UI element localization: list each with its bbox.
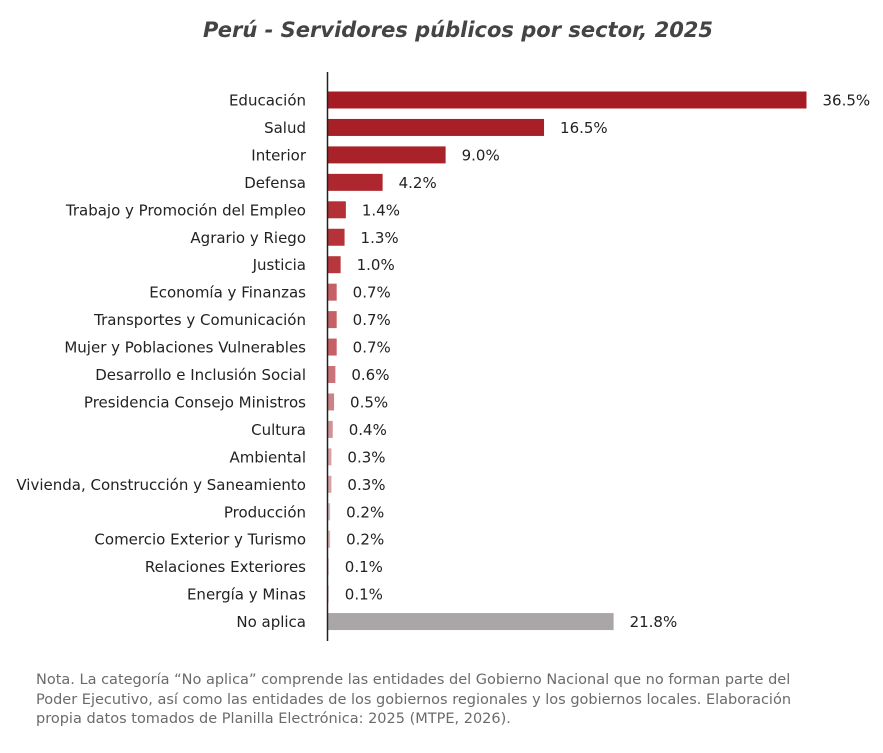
value-labels: 36.5% 16.5% 9.0% 4.2% 1.4% 1.3% 1.0% 0.7% 0.7% 0.…: [345, 92, 870, 632]
category-label: Cultura: [251, 421, 306, 439]
category-label: Trabajo y Promoción del Empleo: [65, 201, 306, 219]
bars-group: [327, 91, 807, 631]
value-label: 16.5%: [560, 119, 608, 137]
category-label: Presidencia Consejo Ministros: [84, 393, 306, 411]
chart-title: Perú - Servidores públicos por sector, 2…: [202, 18, 714, 42]
category-label: Interior: [251, 146, 307, 164]
category-label: Ambiental: [229, 448, 306, 466]
value-label: 0.6%: [351, 366, 389, 384]
value-label: 9.0%: [462, 146, 500, 164]
category-label: Mujer y Poblaciones Vulnerables: [64, 339, 306, 357]
bar: [327, 530, 331, 548]
bar: [327, 311, 337, 329]
category-label: Economía y Finanzas: [149, 284, 306, 302]
bar: [327, 146, 446, 164]
value-label: 0.1%: [345, 586, 383, 604]
bar: [327, 173, 383, 191]
category-label: No aplica: [236, 613, 306, 631]
category-label: Energía y Minas: [187, 586, 306, 604]
category-label: Agrario y Riego: [190, 229, 306, 247]
category-label: Defensa: [244, 174, 306, 192]
value-label: 1.0%: [357, 256, 395, 274]
value-label: 21.8%: [630, 613, 678, 631]
chart-note: Nota. La categoría “No aplica” comprende…: [36, 672, 792, 727]
value-label: 1.3%: [361, 229, 399, 247]
category-labels: Educación Salud Interior Defensa Trabajo y P…: [16, 92, 306, 632]
bar: [327, 503, 331, 521]
value-label: 0.7%: [353, 311, 391, 329]
value-label: 0.5%: [350, 393, 388, 411]
bar: [327, 283, 337, 301]
bar: [327, 91, 807, 109]
bar: [327, 393, 335, 411]
value-label: 0.7%: [353, 339, 391, 357]
value-label: 0.2%: [346, 531, 384, 549]
bar: [327, 475, 332, 493]
category-label: Justicia: [252, 256, 306, 274]
category-label: Comercio Exterior y Turismo: [94, 531, 306, 549]
bar: [327, 338, 337, 356]
category-label: Relaciones Exteriores: [145, 558, 306, 576]
value-label: 0.7%: [353, 284, 391, 302]
value-label: 0.3%: [347, 476, 385, 494]
value-label: 0.4%: [349, 421, 387, 439]
category-label: Vivienda, Construcción y Saneamiento: [16, 476, 306, 494]
bar: [327, 118, 545, 136]
category-label: Educación: [229, 92, 306, 110]
value-label: 0.1%: [345, 558, 383, 576]
bar: [327, 613, 614, 631]
category-label: Desarrollo e Inclusión Social: [95, 366, 306, 384]
bar-chart: Educación Salud Interior Defensa Trabajo y P…: [16, 72, 870, 641]
category-label: Salud: [264, 119, 306, 137]
bar: [327, 366, 336, 383]
category-label: Producción: [224, 503, 306, 521]
bar: [327, 256, 341, 274]
value-label: 36.5%: [823, 92, 871, 110]
bar: [327, 228, 345, 246]
category-label: Transportes y Comunicación: [93, 311, 306, 329]
value-label: 4.2%: [399, 174, 437, 192]
value-label: 0.2%: [346, 503, 384, 521]
bar: [327, 420, 333, 438]
value-label: 0.3%: [347, 448, 385, 466]
value-label: 1.4%: [362, 201, 400, 219]
bar: [327, 448, 332, 466]
bar: [327, 201, 346, 219]
